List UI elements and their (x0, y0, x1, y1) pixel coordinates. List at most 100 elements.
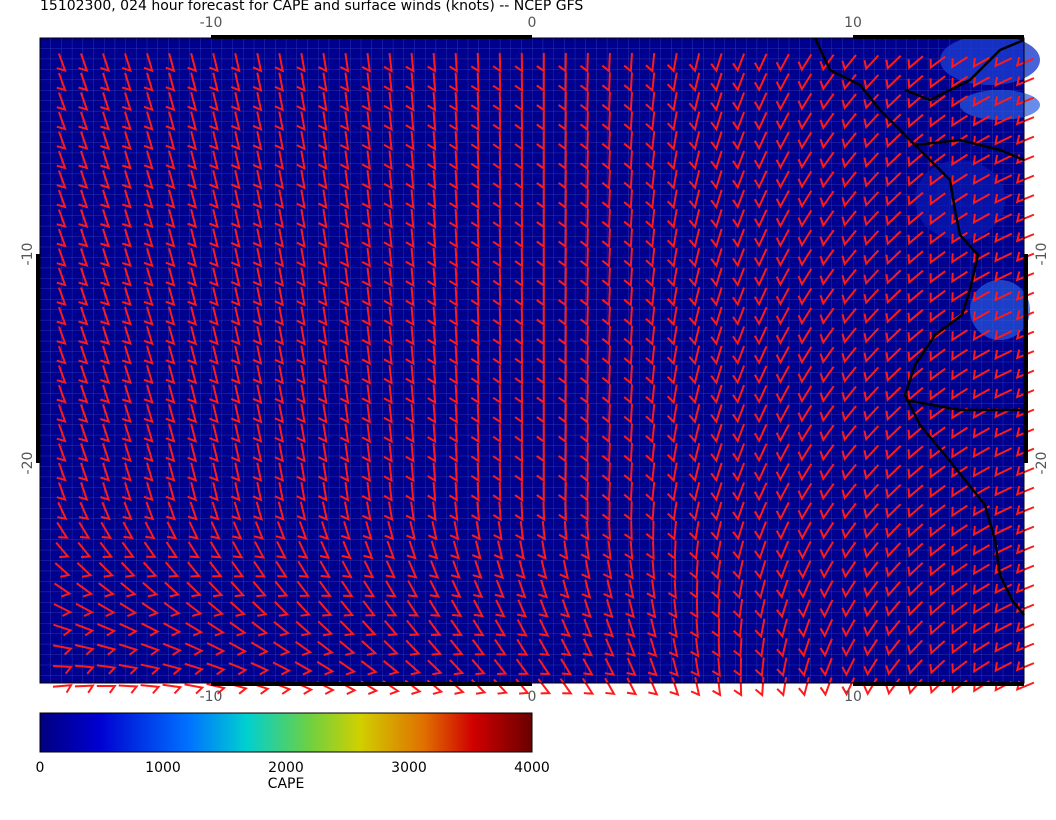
wind-barb (645, 72, 656, 93)
wind-barb (296, 384, 306, 405)
wind-barb (339, 364, 350, 385)
wind-barb (579, 247, 589, 268)
barb-stroke (492, 384, 502, 405)
barb-stroke (623, 520, 633, 541)
barb-stroke (187, 267, 198, 287)
barb-stroke (951, 329, 968, 342)
barb-stroke (450, 599, 463, 618)
barb-stroke (251, 621, 269, 637)
barb-stroke (579, 150, 589, 171)
barb-stroke (841, 424, 857, 442)
barb-stroke (667, 579, 677, 600)
wind-barb (601, 169, 611, 190)
barb-stroke (536, 228, 545, 249)
wind-barb (363, 560, 375, 579)
wind-barb (972, 407, 991, 420)
wind-barb (929, 465, 946, 479)
wind-barb (688, 189, 701, 210)
wind-barb (318, 481, 328, 502)
wind-barb (951, 640, 968, 655)
wind-barb (383, 462, 393, 483)
wind-barb (951, 601, 968, 616)
wind-barb (885, 113, 902, 129)
wind-barb (405, 423, 415, 444)
barb-stroke (274, 403, 285, 424)
barb-stroke (753, 150, 768, 170)
barb-stroke (187, 462, 198, 482)
barb-stroke (492, 306, 502, 327)
wind-barb (275, 560, 288, 578)
barb-stroke (97, 623, 117, 637)
barb-stroke (361, 403, 371, 424)
barb-stroke (55, 541, 70, 559)
barb-stroke (493, 520, 503, 541)
barb-stroke (78, 92, 89, 112)
barb-stroke (951, 368, 968, 381)
wind-barb (645, 52, 656, 73)
wind-barb (363, 580, 376, 598)
barb-stroke (929, 484, 946, 499)
wind-barb (753, 209, 768, 229)
wind-barb (732, 189, 746, 210)
barb-stroke (406, 540, 417, 560)
wind-barb (753, 501, 768, 521)
wind-barb (819, 327, 835, 345)
barb-stroke (666, 462, 678, 483)
barb-stroke (666, 169, 678, 190)
wind-barb (645, 384, 656, 405)
barb-stroke (493, 658, 508, 675)
barb-stroke (318, 267, 328, 288)
wind-barb (515, 540, 526, 561)
barb-stroke (427, 659, 443, 676)
barb-stroke (78, 111, 89, 131)
wind-barb (165, 53, 176, 73)
barb-stroke (951, 621, 968, 635)
barb-stroke (405, 189, 415, 210)
wind-barb (994, 427, 1013, 439)
barb-stroke (558, 91, 567, 112)
wind-barb (98, 561, 115, 578)
wind-barb (863, 386, 880, 403)
barb-stroke (732, 306, 746, 327)
wind-barb (907, 172, 924, 187)
wind-barb (776, 599, 789, 619)
wind-barb (427, 639, 443, 656)
wind-barb (885, 191, 902, 207)
barb-stroke (361, 91, 371, 112)
wind-barb (162, 642, 183, 656)
barb-stroke (863, 386, 880, 403)
barb-stroke (427, 462, 437, 483)
barb-stroke (688, 306, 701, 327)
wind-barb (929, 270, 946, 284)
barb-stroke (383, 91, 393, 112)
barb-stroke (384, 521, 395, 541)
wind-barb (318, 403, 328, 424)
wind-barb (668, 618, 678, 639)
wind-barb (863, 74, 880, 91)
barb-stroke (252, 384, 263, 405)
wind-barb (209, 150, 219, 170)
wind-barb (318, 345, 328, 366)
wind-barb (252, 286, 263, 307)
barb-stroke (470, 228, 480, 249)
wind-barb (384, 600, 398, 617)
wind-barb (841, 483, 857, 501)
barb-stroke (319, 560, 332, 579)
wind-barb (929, 192, 946, 206)
barb-stroke (1015, 544, 1035, 555)
barb-stroke (646, 598, 657, 619)
wind-barb (363, 540, 374, 560)
wind-barb (385, 560, 397, 579)
wind-barb (645, 540, 655, 561)
barb-stroke (689, 598, 699, 619)
barb-stroke (885, 542, 902, 559)
barb-stroke (754, 579, 767, 600)
barb-stroke (972, 310, 991, 322)
barb-stroke (819, 249, 835, 267)
barb-stroke (579, 423, 589, 444)
wind-barb (819, 444, 835, 462)
barb-stroke (405, 384, 415, 405)
wind-barb (384, 521, 395, 541)
wind-barb (448, 384, 458, 405)
